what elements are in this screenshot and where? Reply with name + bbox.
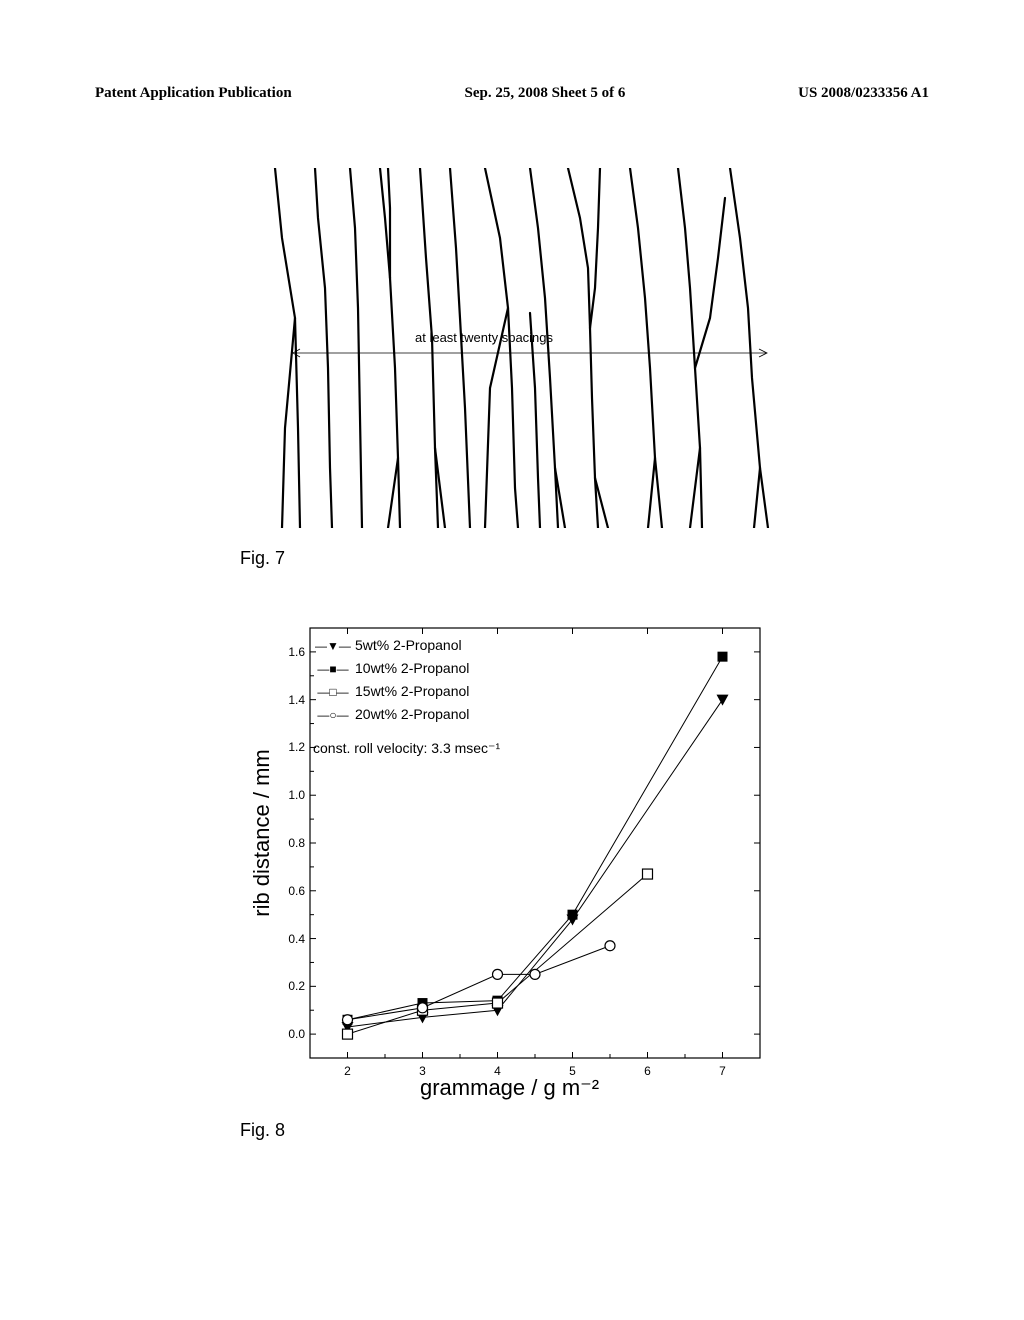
header-right: US 2008/0233356 A1 — [798, 85, 929, 102]
xtick-label: 6 — [638, 1064, 658, 1078]
fig7-annotation: at least twenty spacings — [415, 330, 553, 345]
legend-label: 20wt% 2-Propanol — [355, 704, 469, 725]
legend-item: —■— 10wt% 2-Propanol — [313, 658, 469, 679]
legend-marker: —□— — [313, 683, 353, 701]
header-left: Patent Application Publication — [95, 85, 292, 102]
xtick-label: 7 — [713, 1064, 733, 1078]
ytick-label: 1.6 — [275, 645, 305, 659]
page-header: Patent Application Publication Sep. 25, … — [0, 85, 1024, 102]
xtick-label: 4 — [488, 1064, 508, 1078]
legend-marker: —■— — [313, 660, 353, 678]
fig7-branching-diagram — [240, 168, 770, 528]
fig8-xlabel: grammage / g m⁻² — [420, 1075, 599, 1101]
xtick-label: 3 — [413, 1064, 433, 1078]
legend-label: 5wt% 2-Propanol — [355, 635, 462, 656]
xtick-label: 2 — [338, 1064, 358, 1078]
ytick-label: 1.4 — [275, 693, 305, 707]
ytick-label: 1.0 — [275, 788, 305, 802]
ytick-label: 0.8 — [275, 836, 305, 850]
fig8-const-label: const. roll velocity: 3.3 msec⁻¹ — [313, 740, 500, 757]
legend-item: —□— 15wt% 2-Propanol — [313, 681, 469, 702]
xtick-label: 5 — [563, 1064, 583, 1078]
fig8-legend: —▼— 5wt% 2-Propanol—■— 10wt% 2-Propanol—… — [313, 635, 469, 727]
figure-7: at least twenty spacings — [240, 168, 770, 528]
ytick-label: 0.6 — [275, 884, 305, 898]
legend-label: 15wt% 2-Propanol — [355, 681, 469, 702]
ytick-label: 0.2 — [275, 979, 305, 993]
legend-label: 10wt% 2-Propanol — [355, 658, 469, 679]
legend-marker: —▼— — [313, 637, 353, 655]
header-center: Sep. 25, 2008 Sheet 5 of 6 — [464, 85, 625, 102]
legend-item: —▼— 5wt% 2-Propanol — [313, 635, 469, 656]
legend-marker: —○— — [313, 706, 353, 724]
fig8-caption: Fig. 8 — [240, 1120, 285, 1141]
ytick-label: 0.0 — [275, 1027, 305, 1041]
ytick-label: 0.4 — [275, 932, 305, 946]
fig7-caption: Fig. 7 — [240, 548, 285, 569]
ytick-label: 1.2 — [275, 740, 305, 754]
fig8-ylabel: rib distance / mm — [249, 749, 275, 917]
legend-item: —○— 20wt% 2-Propanol — [313, 704, 469, 725]
